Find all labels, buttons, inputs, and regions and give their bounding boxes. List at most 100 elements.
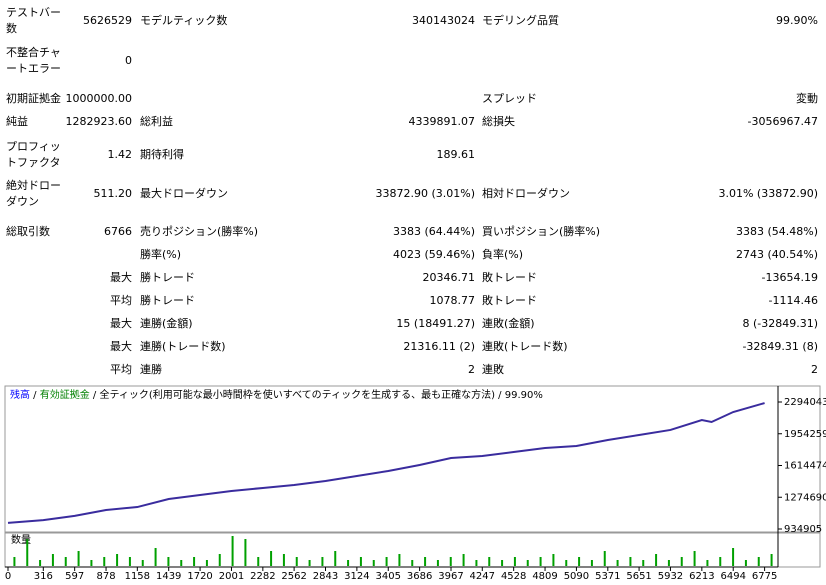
volume-bar [436, 560, 439, 566]
volume-bar [308, 560, 311, 566]
field-label: 純益 [6, 115, 28, 128]
field-value: 2 [811, 363, 818, 376]
field-label: 売りポジション(勝率%) [140, 225, 259, 238]
x-tick-label: 3405 [376, 571, 401, 582]
x-tick-label: 3967 [438, 571, 463, 582]
legend-item: 99.90% [505, 390, 543, 401]
volume-bar [116, 554, 119, 566]
field-value: 1000000.00 [65, 92, 132, 105]
legend-item: 有効証拠金 [40, 388, 90, 401]
volume-bar [411, 560, 414, 566]
x-tick-label: 5932 [658, 571, 683, 582]
field-label: 連勝 [140, 363, 162, 376]
field-label: 平均 [110, 363, 132, 376]
x-tick-label: 5090 [564, 571, 589, 582]
legend-item: 全ティック(利用可能な最小時間枠を使いすべてのティックを生成する、最も正確な方法… [99, 388, 495, 401]
x-tick-label: 316 [34, 571, 53, 582]
x-tick-label: 4247 [470, 571, 495, 582]
volume-bar [218, 554, 221, 566]
volume-bar [424, 557, 427, 566]
x-tick-label: 5371 [595, 571, 620, 582]
field-label: 相対ドローダウン [482, 187, 570, 200]
field-value: 2743 (40.54%) [735, 248, 818, 261]
field-label: 期待利得 [140, 148, 184, 161]
field-value: 340143024 [412, 14, 475, 27]
field-value: 4023 (59.46%) [392, 248, 475, 261]
volume-bar [667, 560, 670, 566]
x-tick-label: 2001 [219, 571, 244, 582]
y-tick-label: 2294043 [784, 397, 826, 408]
volume-bar [526, 560, 529, 566]
legend-separator: / [30, 390, 40, 401]
field-label: 買いポジション(勝率%) [482, 225, 601, 238]
field-label: 最大 [110, 340, 132, 353]
field-value: 15 (18491.27) [396, 317, 475, 330]
volume-bar [90, 560, 93, 566]
chart-frame [4, 385, 821, 533]
field-label: 最大 [110, 271, 132, 284]
x-tick-label: 5651 [626, 571, 651, 582]
volume-bar [732, 548, 735, 566]
field-value: 4339891.07 [408, 115, 475, 128]
field-label: 勝トレード [140, 294, 195, 307]
x-tick-label: 597 [65, 571, 84, 582]
volume-bar [257, 557, 260, 566]
volume-bar [244, 539, 247, 566]
field-label: 敗トレード [482, 294, 537, 307]
field-label: テストバー数 [6, 6, 61, 35]
volume-bar [706, 560, 709, 566]
volume-bar [13, 557, 16, 566]
legend-item: 残高 [10, 388, 30, 401]
volume-bar [103, 557, 106, 566]
field-value: 33872.90 (3.01%) [375, 187, 475, 200]
volume-bar [770, 554, 773, 566]
field-label: 敗トレード [482, 271, 537, 284]
field-label: 最大 [110, 317, 132, 330]
volume-bar [167, 557, 170, 566]
field-label: 総損失 [482, 115, 515, 128]
volume-bar [719, 557, 722, 566]
legend: 残高 / 有効証拠金 / 全ティック(利用可能な最小時間枠を使いすべてのティック… [10, 388, 543, 401]
volume-bar [282, 554, 285, 566]
volume-bar [629, 557, 632, 566]
legend-separator: / [495, 390, 505, 401]
x-tick-label: 3124 [344, 571, 369, 582]
legend-separator: / [90, 390, 100, 401]
field-label: 絶対ドローダウン [6, 179, 61, 208]
field-label: 総取引数 [6, 225, 50, 238]
volume-bar [513, 557, 516, 566]
volume-bar [616, 560, 619, 566]
volume-bar [680, 557, 683, 566]
volume-bar [347, 560, 350, 566]
volume-bar [501, 560, 504, 566]
field-label: 負率(%) [482, 248, 524, 261]
field-value: 1282923.60 [65, 115, 132, 128]
field-value: 6766 [104, 225, 132, 238]
y-tick-label: 934905 [784, 524, 822, 535]
field-value: 21316.11 (2) [403, 340, 475, 353]
x-tick-label: 4809 [532, 571, 557, 582]
volume-bar [744, 560, 747, 566]
field-label: 勝トレード [140, 271, 195, 284]
volume-label: 数量 [11, 533, 31, 546]
volume-bar [539, 557, 542, 566]
volume-bar [475, 560, 478, 566]
volume-bar [603, 551, 606, 566]
x-tick-label: 2562 [281, 571, 306, 582]
volume-bar [321, 557, 324, 566]
field-label: 勝率(%) [140, 248, 182, 261]
field-label: 初期証拠金 [6, 92, 61, 105]
field-label: 平均 [110, 294, 132, 307]
field-label: 連敗 [482, 363, 504, 376]
field-label: モデリング品質 [482, 14, 559, 27]
field-label: プロフィットファクタ [6, 140, 61, 169]
field-label: 連敗(トレード数) [482, 340, 568, 353]
field-value: 3.01% (33872.90) [718, 187, 818, 200]
volume-bar [64, 557, 67, 566]
field-value: 20346.71 [422, 271, 476, 284]
field-label: 不整合チャートエラー [6, 46, 61, 75]
volume-bar [642, 560, 645, 566]
volume-bar [77, 551, 80, 566]
